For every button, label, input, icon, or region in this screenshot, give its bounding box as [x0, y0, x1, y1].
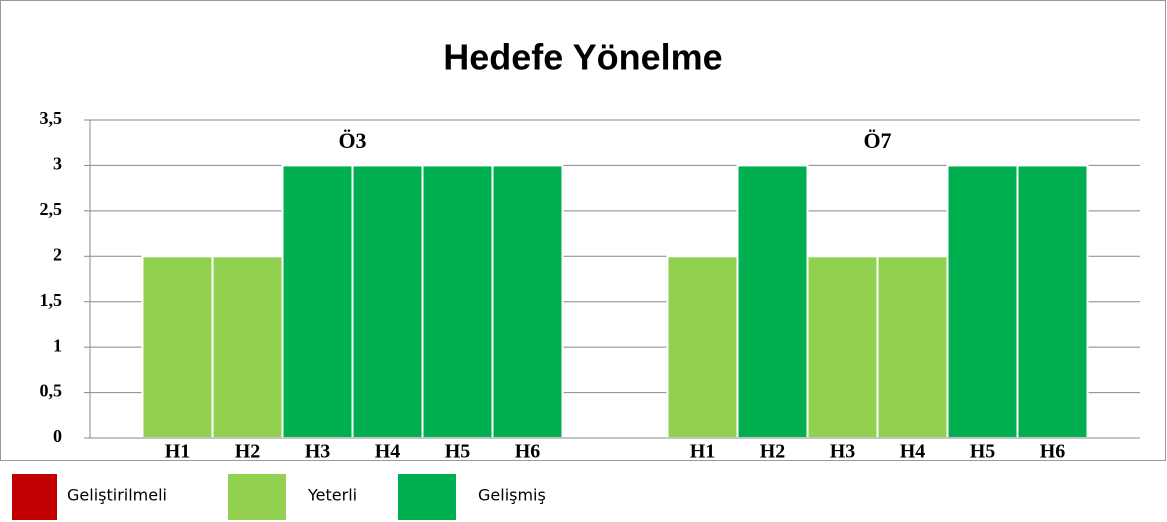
bar [1016, 164, 1089, 440]
bar [211, 255, 284, 439]
bar [491, 164, 564, 440]
bar [806, 255, 879, 439]
x-tick-label: H3 [305, 441, 331, 463]
x-tick-label: H3 [830, 441, 856, 463]
y-tick-label: 1 [53, 335, 62, 355]
x-tick-label: H2 [235, 441, 261, 463]
bar [946, 164, 1019, 440]
bar [141, 255, 214, 439]
group-label: Ö7 [863, 128, 891, 153]
x-tick-label: H6 [1040, 441, 1066, 463]
legend-label: Geliştirilmeli [67, 486, 167, 505]
group-label: Ö3 [338, 128, 366, 153]
legend-label: Gelişmiş [478, 486, 546, 505]
x-tick-label: H5 [970, 441, 996, 463]
legend-swatch [398, 474, 456, 520]
x-tick-label: H4 [375, 441, 401, 463]
chart-title: Hedefe Yönelme [443, 37, 722, 78]
y-tick-label: 1,5 [40, 290, 63, 310]
legend-label: Yeterli [307, 486, 357, 505]
y-tick-label: 2 [53, 244, 62, 264]
y-tick-label: 3 [53, 154, 62, 174]
y-tick-label: 0,5 [40, 381, 63, 401]
x-tick-label: H4 [900, 441, 926, 463]
y-tick-label: 0 [53, 426, 62, 446]
x-tick-label: H1 [165, 441, 191, 463]
bar [666, 255, 739, 439]
legend-swatch [228, 474, 286, 520]
bar [281, 164, 354, 440]
x-tick-label: H2 [760, 441, 786, 463]
x-tick-label: H6 [515, 441, 541, 463]
y-tick-label: 2,5 [40, 199, 63, 219]
y-tick-label: 3,5 [40, 108, 63, 128]
bar [351, 164, 424, 440]
x-tick-label: H1 [690, 441, 716, 463]
legend-swatch [12, 474, 57, 520]
bar [421, 164, 494, 440]
bar [736, 164, 809, 440]
bar [876, 255, 949, 439]
x-tick-label: H5 [445, 441, 471, 463]
